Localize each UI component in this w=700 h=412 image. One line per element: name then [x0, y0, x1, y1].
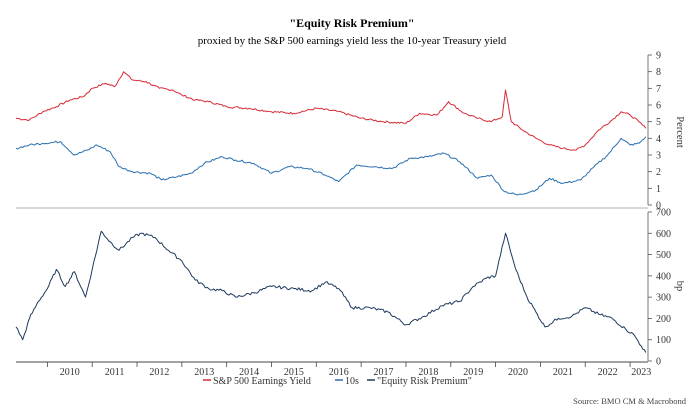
- y-tick-label-pct-0: 0: [656, 201, 661, 212]
- legend: S&P 500 Earnings Yield 10s "Equity Risk …: [203, 376, 472, 387]
- x-tick-label-2015: 2015: [284, 367, 304, 378]
- y-tick-label-bp-100: 100: [656, 335, 671, 346]
- x-tick-label-2014: 2014: [239, 367, 259, 378]
- x-tick-label-2017: 2017: [374, 367, 394, 378]
- y-axis-title-percent: Percent: [674, 116, 685, 148]
- y-tick-label-pct-5: 5: [656, 117, 661, 128]
- bottom-panel: 0 100 200 300 400 500 600 700: [15, 208, 671, 368]
- y-tick-label-pct-4: 4: [656, 134, 661, 145]
- y-tick-label-bp-700: 700: [656, 208, 671, 219]
- legend-label-earnings-yield: S&P 500 Earnings Yield: [213, 376, 311, 387]
- y-tick-label-pct-6: 6: [656, 101, 661, 112]
- y-tick-label-bp-500: 500: [656, 250, 671, 261]
- x-axis: 2010 2011 2012 2013 2014 2015 2016 2017 2018 2019…: [16, 207, 651, 378]
- y-tick-label-bp-600: 600: [656, 229, 671, 240]
- series-line-10s: [15, 136, 647, 196]
- y-tick-label-pct-2: 2: [656, 167, 661, 178]
- x-tick-label-2021: 2021: [553, 367, 573, 378]
- chart-subtitle: proxied by the S&P 500 earnings yield le…: [198, 35, 507, 47]
- legend-label-10s: 10s: [345, 376, 359, 387]
- y-axis-title-bp: bp: [674, 281, 685, 292]
- top-panel: 0 1 2 3 4 5 6 7 8 9: [15, 51, 661, 212]
- y-tick-label-pct-8: 8: [656, 67, 661, 78]
- y-tick-label-bp-300: 300: [656, 293, 671, 304]
- y-tick-label-bp-0: 0: [656, 357, 661, 368]
- y-tick-label-pct-7: 7: [656, 84, 661, 95]
- y-tick-label-pct-3: 3: [656, 151, 661, 162]
- series-line-s-p-500-earnings-yield: [15, 71, 647, 151]
- y-tick-label-pct-9: 9: [656, 51, 661, 62]
- y-tick-label-bp-400: 400: [656, 271, 671, 282]
- x-tick-label-2011: 2011: [105, 367, 125, 378]
- x-tick-label-2010: 2010: [60, 367, 80, 378]
- x-tick-label-2020: 2020: [508, 367, 528, 378]
- x-tick-label-2012: 2012: [149, 367, 169, 378]
- x-tick-label-2022: 2022: [598, 367, 618, 378]
- x-tick-label-2016: 2016: [329, 367, 349, 378]
- x-tick-label-2018: 2018: [418, 367, 438, 378]
- source-note: Source: BMO CM & Macrobond: [573, 396, 687, 406]
- y-tick-label-bp-200: 200: [656, 314, 671, 325]
- x-tick-label-2019: 2019: [463, 367, 483, 378]
- legend-label-erp: "Equity Risk Premium": [377, 376, 472, 387]
- series-line-equity-risk-premium: [15, 230, 647, 353]
- x-tick-label-2023: 2023: [631, 367, 651, 378]
- chart-title: "Equity Risk Premium": [289, 16, 414, 30]
- x-tick-label-2013: 2013: [194, 367, 214, 378]
- y-tick-label-pct-1: 1: [656, 184, 661, 195]
